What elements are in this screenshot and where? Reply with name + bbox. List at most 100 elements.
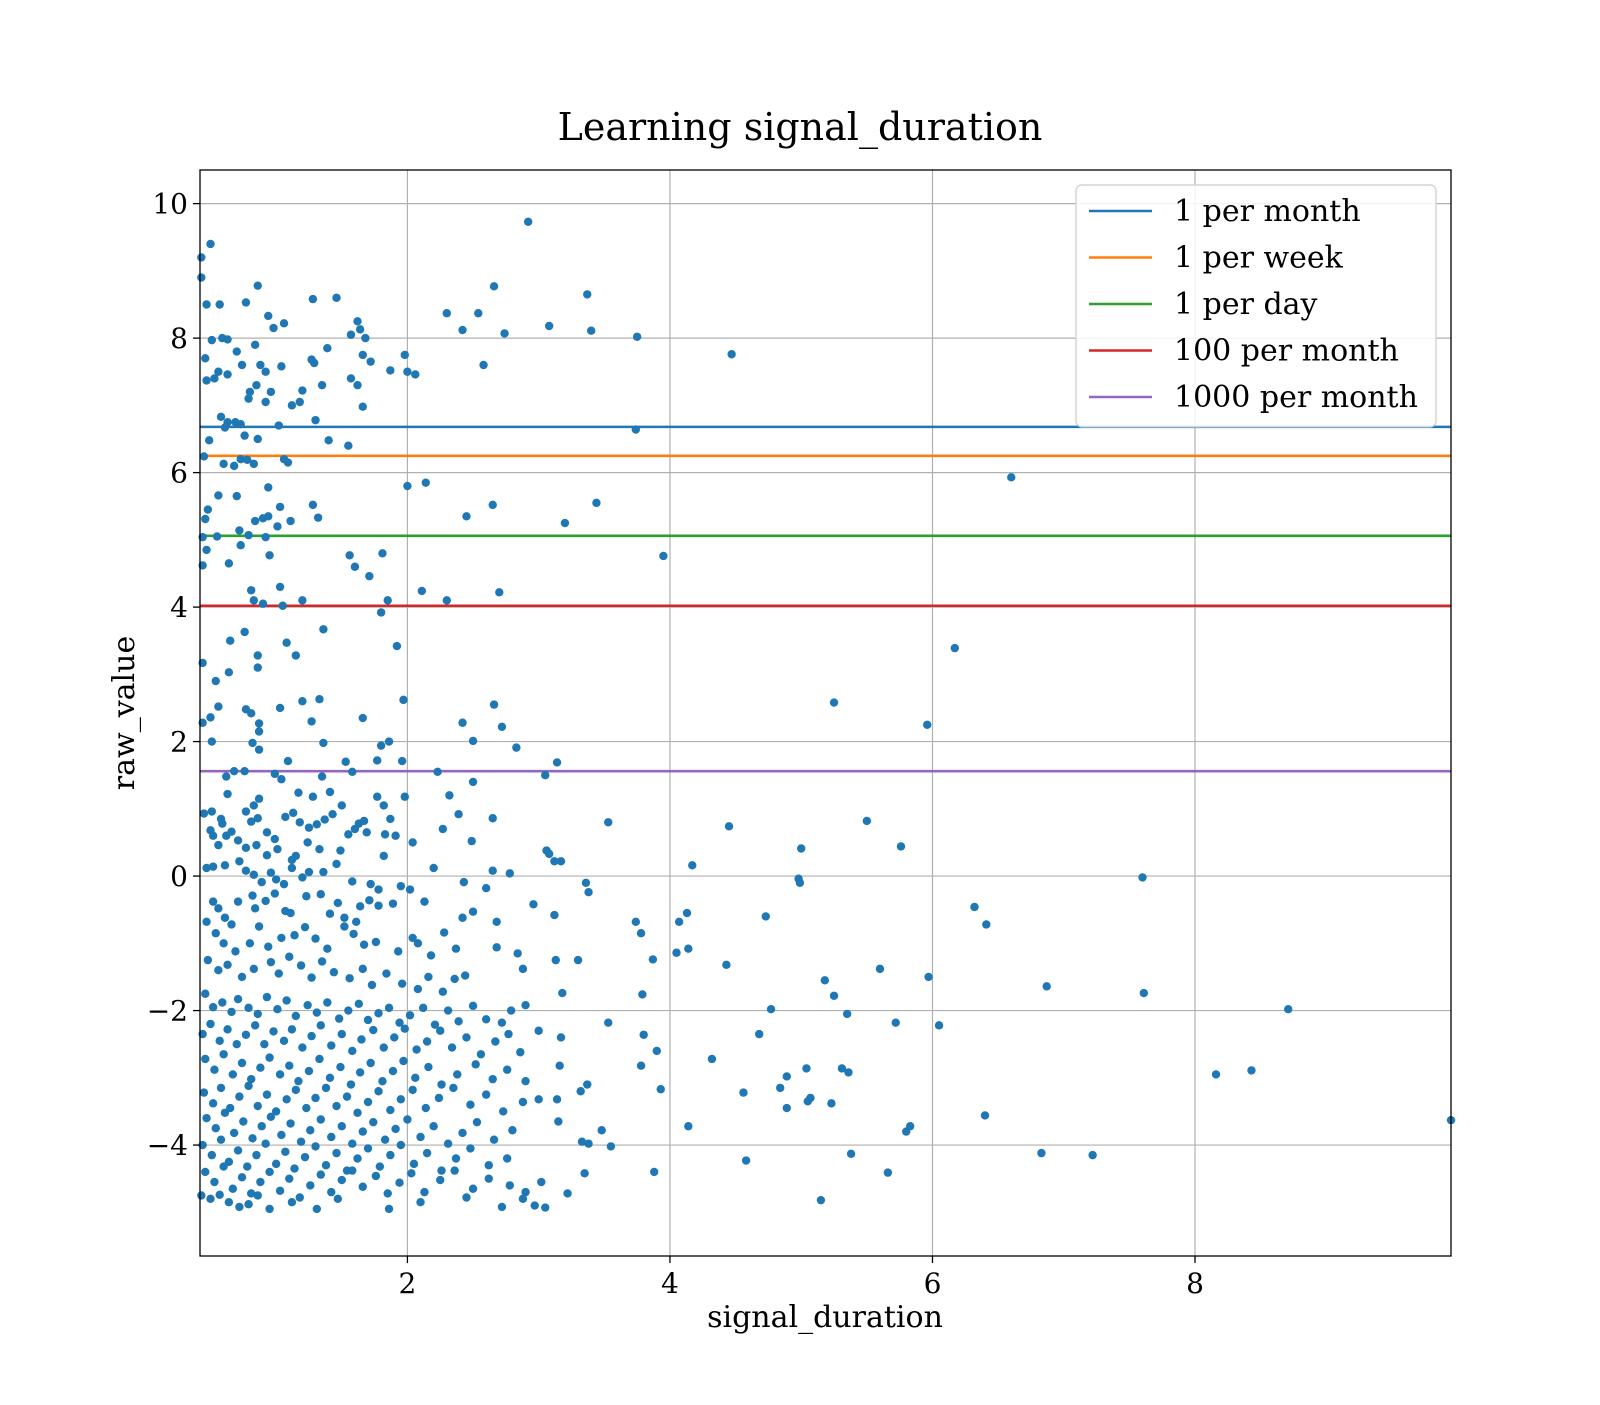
scatter-point xyxy=(358,1127,367,1136)
scatter-point xyxy=(672,948,681,957)
scatter-point xyxy=(296,1137,306,1146)
scatter-point xyxy=(203,955,213,965)
y-tick-label: 8 xyxy=(170,322,188,355)
x-tick-label: 4 xyxy=(661,1267,679,1300)
scatter-point xyxy=(891,1018,900,1027)
scatter-point xyxy=(201,354,210,363)
scatter-point xyxy=(236,419,245,429)
scatter-point xyxy=(458,718,467,727)
scatter-point xyxy=(631,425,641,434)
scatter-point xyxy=(413,984,423,994)
scatter-point xyxy=(395,1178,404,1187)
scatter-point xyxy=(659,551,668,561)
scatter-point xyxy=(214,491,223,500)
scatter-point xyxy=(313,513,323,522)
scatter-point xyxy=(261,1139,270,1148)
legend-entry-label: 1 per day xyxy=(1174,287,1318,322)
scatter-point xyxy=(253,1101,262,1111)
scatter-point xyxy=(844,1068,853,1077)
scatter-point xyxy=(577,1137,587,1146)
scatter-point xyxy=(348,1166,357,1175)
scatter-point xyxy=(210,374,219,383)
scatter-point xyxy=(244,1003,253,1013)
scatter-point xyxy=(502,1065,512,1074)
scatter-point xyxy=(451,1154,461,1163)
scatter-point xyxy=(438,824,448,834)
scatter-point xyxy=(422,1037,432,1046)
scatter-point xyxy=(358,402,367,411)
scatter-point xyxy=(256,1063,265,1072)
scatter-point xyxy=(229,1128,239,1138)
scatter-point xyxy=(206,1194,215,1204)
scatter-point xyxy=(367,980,377,990)
scatter-point xyxy=(447,1043,457,1052)
scatter-point xyxy=(306,1126,315,1135)
scatter-point xyxy=(208,1099,218,1108)
scatter-point xyxy=(202,863,211,873)
scatter-point xyxy=(458,325,467,335)
scatter-point xyxy=(264,311,273,321)
scatter-point xyxy=(379,801,388,810)
scatter-point xyxy=(449,1083,458,1093)
scatter-point xyxy=(261,896,270,906)
scatter-point xyxy=(206,713,215,722)
scatter-point xyxy=(376,608,386,617)
scatter-point xyxy=(327,1041,336,1050)
scatter-point xyxy=(472,1117,482,1127)
scatter-point xyxy=(239,1117,248,1126)
scatter-point xyxy=(281,812,290,822)
chart-title: Learning signal_duration xyxy=(558,105,1043,150)
scatter-point xyxy=(265,1053,274,1062)
scatter-point xyxy=(1037,1148,1046,1158)
scatter-point xyxy=(197,273,206,282)
scatter-point xyxy=(241,1030,251,1039)
scatter-point xyxy=(210,1177,219,1187)
scatter-point xyxy=(426,951,436,960)
scatter-point xyxy=(215,300,224,309)
scatter-point xyxy=(275,1186,285,1195)
scatter-point xyxy=(829,698,839,707)
scatter-point xyxy=(674,917,684,926)
scatter-point xyxy=(249,459,259,469)
scatter-point xyxy=(373,756,382,765)
scatter-point xyxy=(329,968,339,977)
scatter-point xyxy=(220,423,230,432)
scatter-point xyxy=(261,367,270,376)
scatter-point xyxy=(197,253,206,262)
scatter-point xyxy=(277,362,286,371)
scatter-point xyxy=(258,599,268,608)
scatter-point xyxy=(249,801,259,810)
scatter-point xyxy=(337,801,346,810)
scatter-point xyxy=(584,1139,593,1148)
scatter-point xyxy=(795,878,805,887)
scatter-point xyxy=(316,890,325,899)
scatter-point xyxy=(248,738,257,748)
scatter-point xyxy=(358,713,367,723)
scatter-point xyxy=(202,917,211,926)
scatter-point xyxy=(806,1093,815,1103)
scatter-point xyxy=(374,1009,383,1018)
scatter-point xyxy=(476,1050,486,1059)
scatter-point xyxy=(201,989,210,998)
scatter-point xyxy=(315,695,324,704)
scatter-point xyxy=(896,842,906,851)
scatter-point xyxy=(416,1198,425,1207)
scatter-point xyxy=(220,861,230,870)
scatter-point xyxy=(317,957,327,966)
scatter-point xyxy=(352,917,361,926)
scatter-point xyxy=(246,817,256,826)
scatter-point xyxy=(224,668,234,677)
scatter-point xyxy=(208,831,218,840)
scatter-point xyxy=(202,376,211,385)
scatter-point xyxy=(227,920,236,929)
scatter-point xyxy=(466,1144,475,1153)
scatter-point xyxy=(197,1191,206,1200)
scatter-point xyxy=(497,722,507,731)
scatter-point xyxy=(837,1064,847,1073)
scatter-point xyxy=(254,922,264,931)
scatter-point xyxy=(282,638,291,647)
scatter-point xyxy=(254,719,264,728)
scatter-point xyxy=(244,1200,253,1209)
scatter-point xyxy=(321,1161,331,1170)
scatter-point xyxy=(366,1058,375,1068)
